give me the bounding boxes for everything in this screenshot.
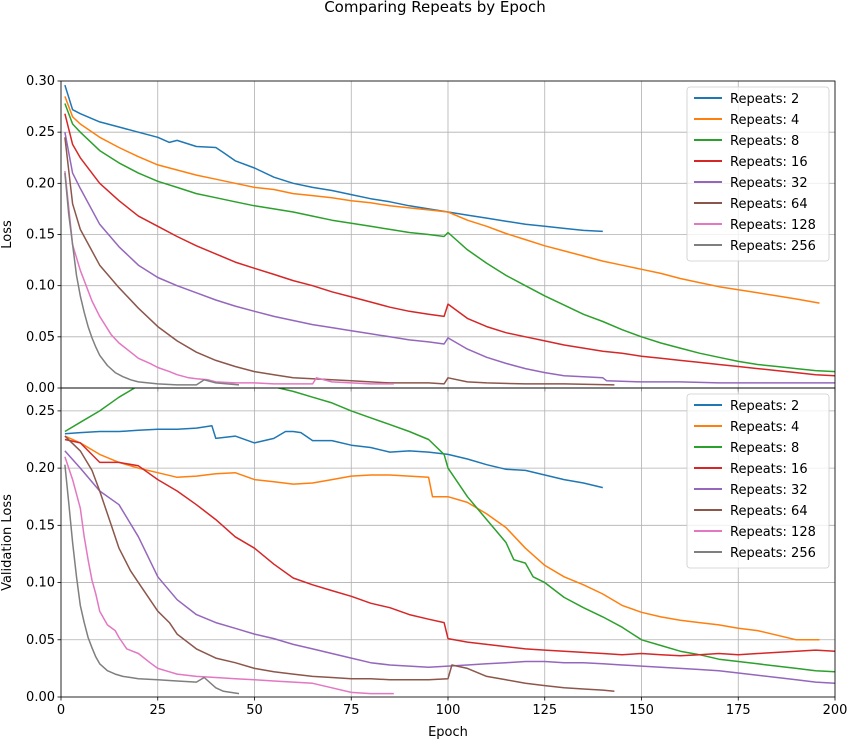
legend-label: Repeats: 4 (730, 420, 799, 435)
y-axis-label: Validation Loss (0, 494, 15, 591)
validation-loss-panel: 0.00 0.05 0.10 0.15 0.20 0.25 0 25 50 75 100 125 150… (0, 387, 848, 718)
loss-panel: 0.00 0.05 0.10 0.15 0.20 0.25 0.30 Loss Repeats:… (0, 74, 836, 396)
x-tick-label: 200 (823, 703, 848, 718)
series-line (64, 96, 820, 304)
legend-label: Repeats: 256 (730, 546, 816, 561)
x-axis-label: Epoch (428, 725, 468, 739)
legend-label: Repeats: 4 (730, 113, 799, 128)
x-tick-label: 25 (149, 703, 166, 718)
legend-label: Repeats: 16 (730, 155, 808, 170)
y-tick-label: 0.20 (26, 176, 55, 191)
series-line (64, 84, 603, 233)
x-tick-label: 50 (246, 703, 263, 718)
x-tick-label: 150 (629, 703, 654, 718)
legend-label: Repeats: 2 (730, 399, 799, 414)
series-line (64, 435, 615, 693)
series-line (64, 435, 820, 641)
legend-label: Repeats: 64 (730, 504, 808, 519)
x-tick-label: 75 (343, 703, 360, 718)
series-line (64, 456, 394, 695)
legend-label: Repeats: 8 (730, 134, 799, 149)
series-line (64, 113, 835, 377)
x-tick-label: 175 (726, 703, 751, 718)
series-line (64, 425, 603, 489)
series-line (64, 450, 835, 685)
series-line (64, 464, 240, 695)
x-tick-label: 0 (57, 703, 65, 718)
legend-label: Repeats: 128 (730, 525, 816, 540)
y-tick-label: 0.00 (26, 381, 55, 396)
series-line (64, 171, 394, 385)
legend-label: Repeats: 8 (730, 441, 799, 456)
series-line (64, 173, 240, 386)
y-axis-label: Loss (0, 220, 15, 249)
series-line (64, 132, 835, 384)
y-tick-label: 0.25 (26, 404, 55, 419)
series-line (64, 103, 835, 373)
series-group (64, 388, 835, 695)
y-tick-label: 0.05 (26, 633, 55, 648)
x-tick-label: 100 (436, 703, 461, 718)
legend-label: Repeats: 32 (730, 176, 808, 191)
series-line (64, 388, 835, 673)
y-tick-label: 0.10 (26, 576, 55, 591)
y-tick-label: 0.00 (26, 690, 55, 705)
x-tick-label: 125 (532, 703, 557, 718)
figure-title: Comparing Repeats by Epoch (324, 0, 546, 16)
legend-label: Repeats: 64 (730, 197, 808, 212)
legend-label: Repeats: 16 (730, 462, 808, 477)
legend-frame (686, 86, 830, 262)
series-line (64, 137, 615, 386)
legend-frame (686, 393, 830, 569)
legend-label: Repeats: 2 (730, 92, 799, 107)
y-tick-label: 0.25 (26, 125, 55, 140)
series-line (64, 438, 835, 657)
legend: Repeats: 2 Repeats: 4 Repeats: 8 Repeats: 1… (686, 86, 830, 262)
y-tick-label: 0.05 (26, 330, 55, 345)
y-tick-label: 0.30 (26, 74, 55, 89)
y-tick-label: 0.20 (26, 461, 55, 476)
series-group (64, 84, 835, 386)
legend-label: Repeats: 128 (730, 218, 816, 233)
y-tick-label: 0.15 (26, 518, 55, 533)
legend: Repeats: 2 Repeats: 4 Repeats: 8 Repeats: 1… (686, 393, 830, 569)
y-tick-label: 0.10 (26, 279, 55, 294)
legend-label: Repeats: 256 (730, 239, 816, 254)
y-tick-label: 0.15 (26, 228, 55, 243)
legend-label: Repeats: 32 (730, 483, 808, 498)
